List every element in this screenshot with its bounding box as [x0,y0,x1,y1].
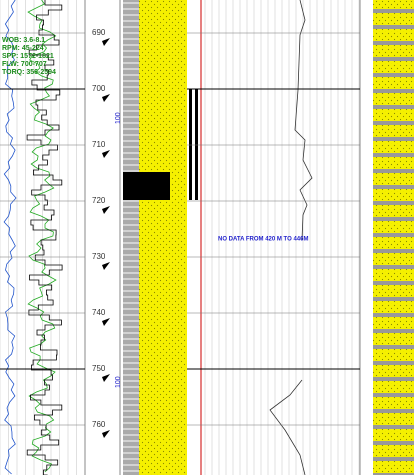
depth-arrow [102,318,110,326]
marker: 100 [115,376,122,388]
marker: 100 [115,112,122,124]
core-bar [189,89,192,200]
coal-bed [123,172,170,200]
param-text: FLW: 700-707 [2,61,47,68]
sand-column [139,0,187,475]
depth-arrow [102,94,110,102]
depth-arrow [102,150,110,158]
track-grid [0,0,361,475]
curve-black [26,0,63,475]
param-text: SPP: 1572-1821 [2,53,54,60]
curves [3,0,313,475]
depth-arrow [102,38,110,46]
depth-label: 720 [92,196,106,205]
depth-lines: 690 700 710 720 730 740 750 760 [0,28,360,438]
depth-label: 750 [92,364,106,373]
param-text: TORQ: 356-2594 [2,69,56,76]
gas-curve [294,0,313,241]
note: NO DATA FROM 420 M TO 446M [218,237,308,243]
depth-label: 690 [92,28,106,37]
depth-label: 700 [92,84,106,93]
curve-green [27,0,57,473]
depth-arrow [102,262,110,270]
gas-curve [269,379,306,475]
curve-blue [3,0,17,475]
depth-label: 710 [92,140,106,149]
depth-label: 760 [92,420,106,429]
right-column [373,0,414,475]
core-bar [195,89,198,200]
depth-arrow [102,206,110,214]
depth-label: 730 [92,252,106,261]
depth-arrow [102,430,110,438]
depth-label: 740 [92,308,106,317]
depth-arrow [102,374,110,382]
shale-column [123,0,139,475]
param-text: RPM: 45-224 [2,45,44,52]
param-text: WOB: 3.6-8.1 [2,37,45,44]
